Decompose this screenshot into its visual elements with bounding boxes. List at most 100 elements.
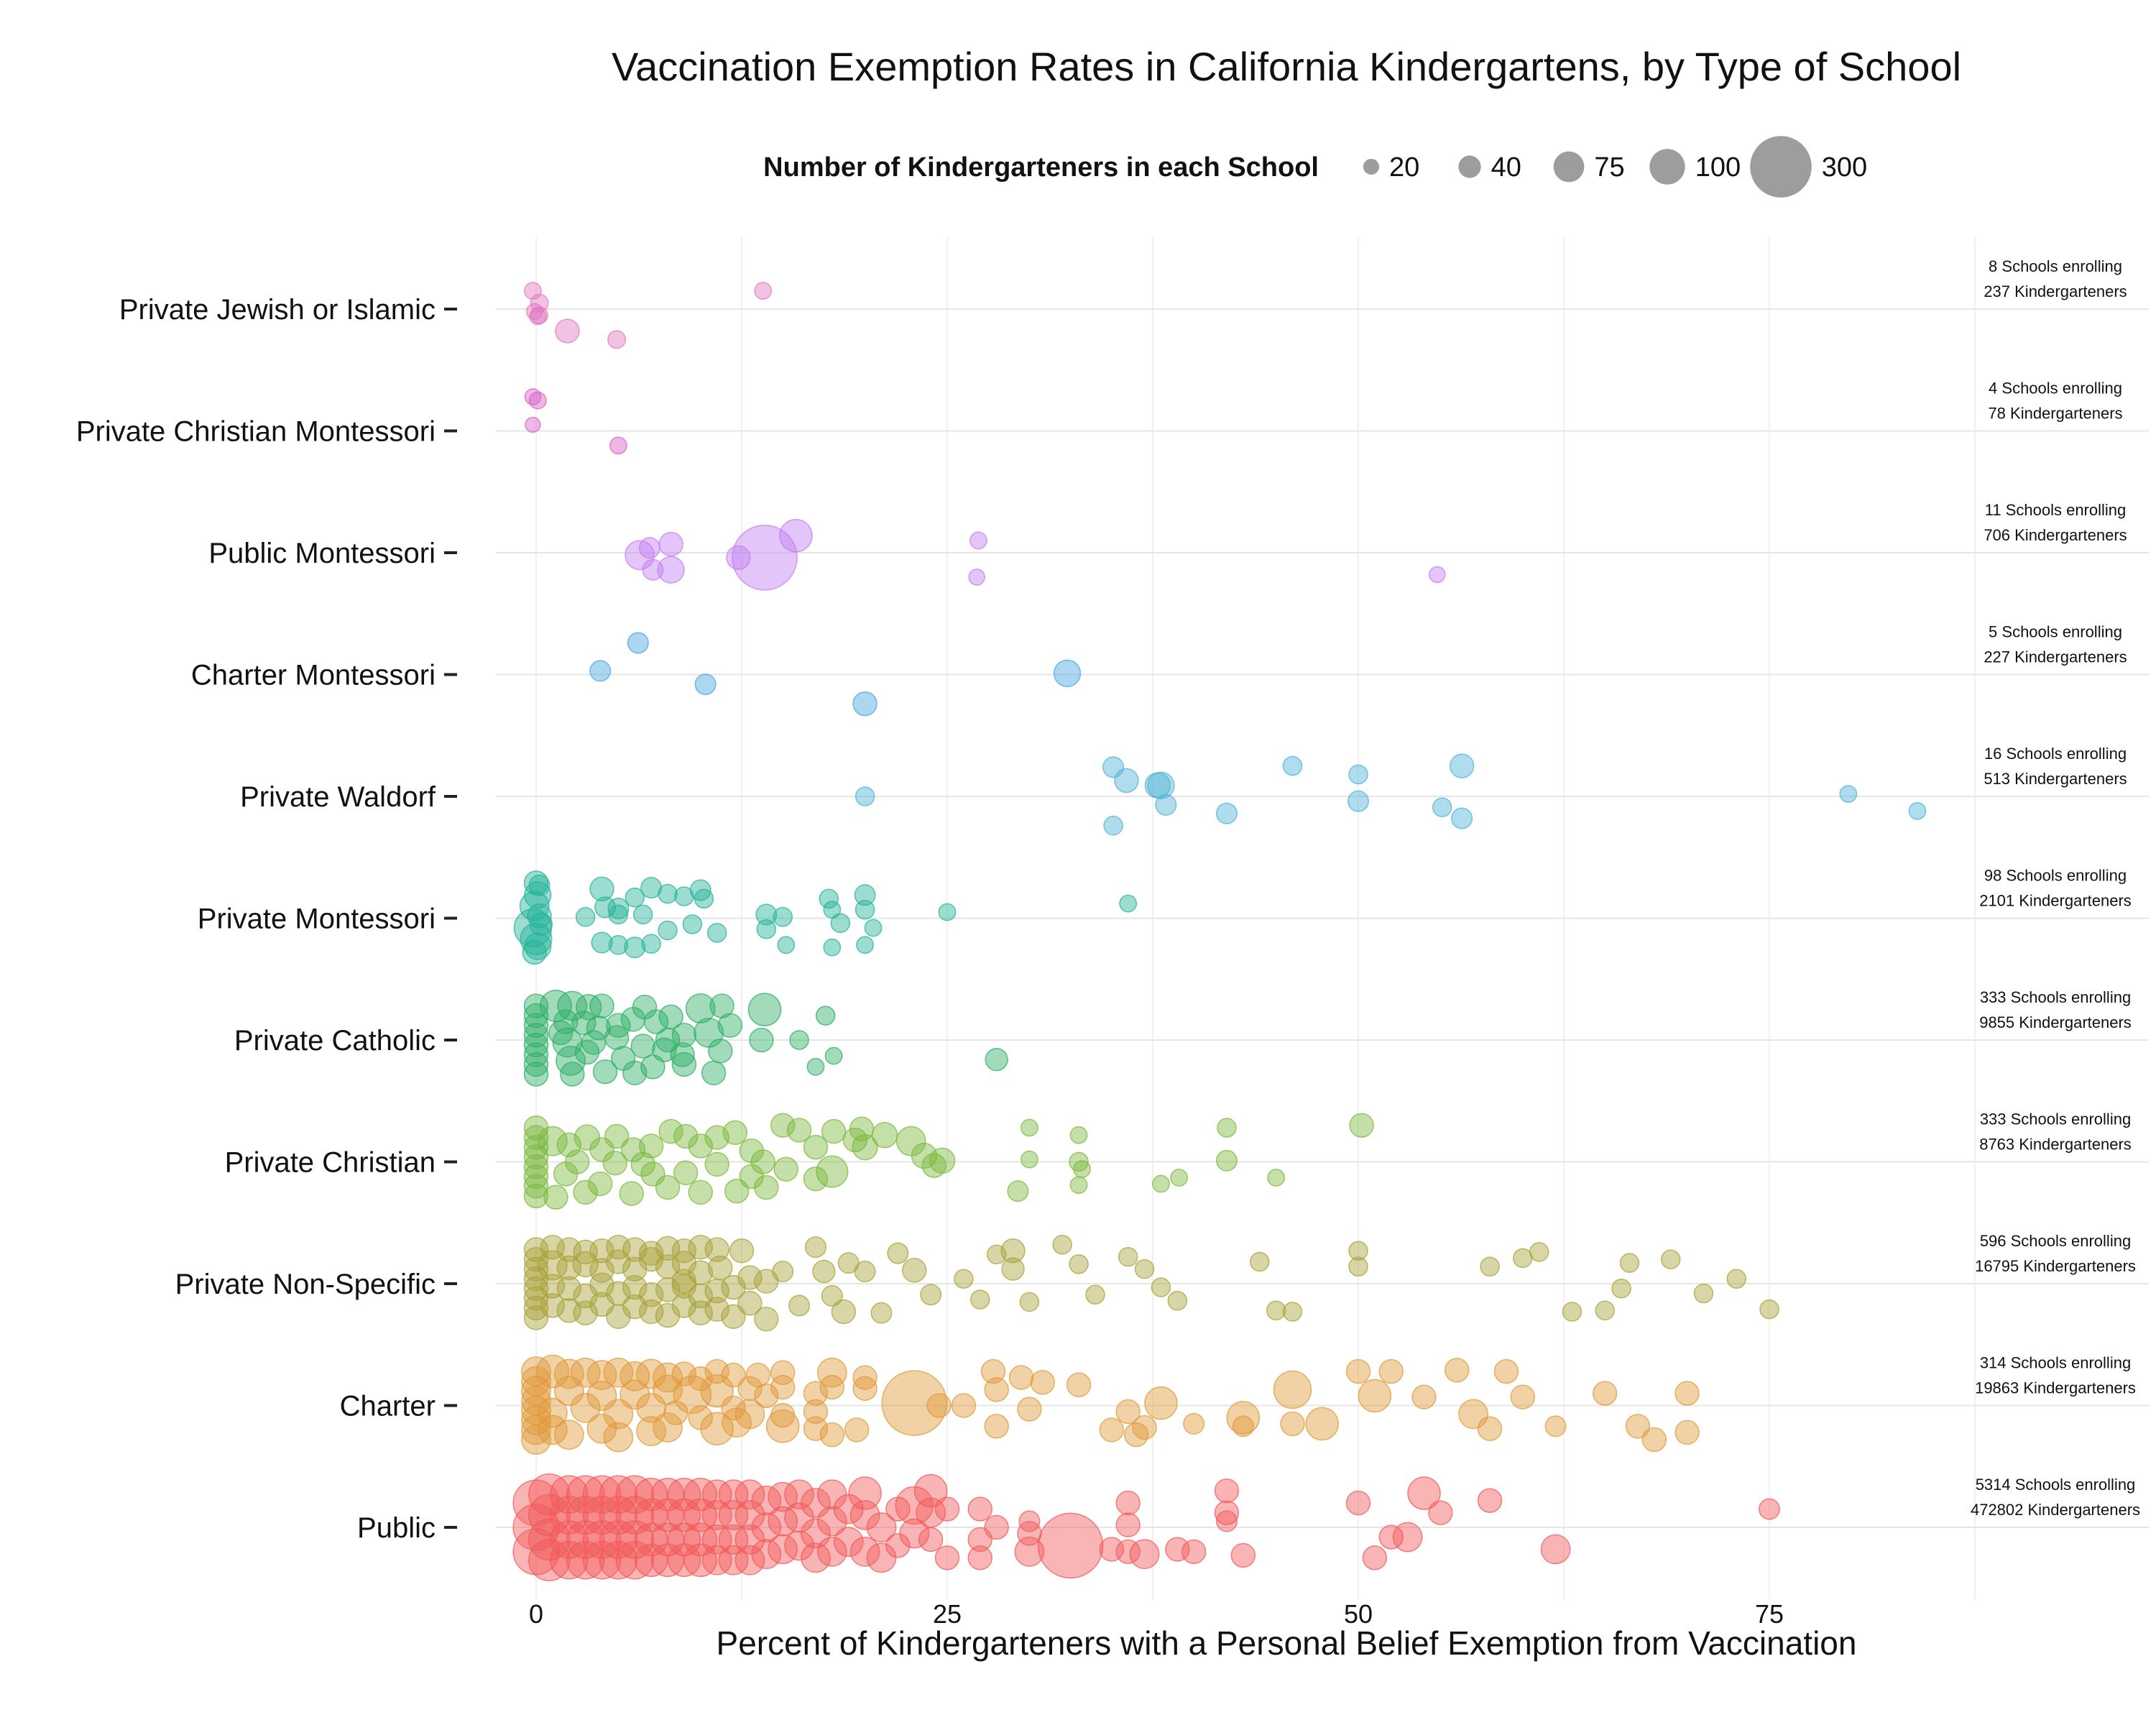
data-point <box>918 1527 944 1552</box>
data-point <box>1021 1150 1038 1169</box>
data-point <box>1273 1370 1312 1409</box>
x-axis: 0 25 50 75 <box>529 1599 1784 1629</box>
data-point <box>560 1062 585 1087</box>
data-point <box>655 1027 681 1053</box>
data-point <box>756 919 777 939</box>
data-point <box>1407 1476 1441 1510</box>
data-point <box>848 1476 882 1510</box>
data-point <box>607 897 630 919</box>
data-point <box>1544 1415 1567 1438</box>
data-point <box>970 1289 990 1310</box>
data-point <box>523 1042 549 1067</box>
data-point <box>969 531 987 550</box>
data-point <box>803 1167 829 1192</box>
x-axis-label: Percent of Kindergarteners with a Person… <box>717 1624 1857 1662</box>
data-point <box>1513 1248 1533 1269</box>
data-point <box>980 1358 1006 1384</box>
data-point <box>575 907 596 927</box>
data-point <box>737 1290 763 1316</box>
annotation-kindergarteners: 9855 Kindergarteners <box>1979 1013 2132 1031</box>
data-point <box>1839 785 1858 803</box>
data-point <box>1030 1370 1055 1395</box>
data-point <box>1348 1241 1368 1261</box>
data-point <box>528 874 550 896</box>
data-point <box>1001 1257 1025 1281</box>
data-point <box>751 1512 782 1542</box>
data-point <box>984 1377 1009 1402</box>
data-point <box>582 1520 622 1559</box>
data-point <box>803 1416 829 1441</box>
data-point <box>671 1023 697 1048</box>
data-point <box>700 1412 734 1445</box>
chart-title: Vaccination Exemption Rates in Californi… <box>612 44 1961 89</box>
data-point <box>671 1269 697 1294</box>
data-point <box>556 1255 581 1281</box>
data-point <box>523 1276 549 1301</box>
data-point <box>540 1234 566 1260</box>
annotation-kindergarteners: 237 Kindergarteners <box>1984 282 2127 300</box>
data-point <box>606 1304 631 1329</box>
data-point <box>1529 1242 1549 1262</box>
annotation-kindergarteners: 8763 Kindergarteners <box>1979 1136 2132 1154</box>
data-point <box>1000 1238 1026 1264</box>
data-point <box>824 1046 843 1065</box>
data-point <box>1674 1381 1700 1406</box>
data-point <box>602 1151 628 1176</box>
data-point <box>620 1137 646 1162</box>
data-point <box>854 786 875 806</box>
data-point <box>967 1545 992 1570</box>
data-point <box>642 558 664 581</box>
data-point <box>1123 1422 1149 1448</box>
data-point <box>638 1299 664 1325</box>
data-point <box>1230 1542 1256 1568</box>
data-point <box>1493 1358 1519 1384</box>
data-point <box>688 1234 713 1260</box>
data-point <box>1249 1251 1270 1272</box>
data-point <box>1215 802 1238 824</box>
data-point <box>1152 1174 1170 1193</box>
annotation-kindergarteners: 227 Kindergarteners <box>1984 648 2127 666</box>
data-point <box>1611 1279 1631 1299</box>
data-point <box>773 907 793 927</box>
data-point <box>603 1422 634 1453</box>
data-point <box>913 1473 948 1508</box>
data-point <box>985 1047 1008 1072</box>
data-point <box>670 1042 695 1067</box>
annotation-kindergarteners: 706 Kindergarteners <box>1984 526 2127 544</box>
data-point <box>704 1297 729 1322</box>
series-private-non-specific <box>523 1234 1779 1332</box>
data-point <box>709 993 734 1018</box>
annotation-kindergarteners: 19863 Kindergarteners <box>1975 1379 2136 1397</box>
annotation-schools: 5314 Schools enrolling <box>1976 1476 2136 1494</box>
data-point <box>1021 1118 1038 1137</box>
data-point <box>528 1494 571 1537</box>
data-point <box>789 1030 809 1050</box>
data-point <box>512 1504 560 1551</box>
data-point <box>934 1496 960 1522</box>
data-point <box>550 1475 589 1514</box>
data-point <box>627 632 649 654</box>
data-point <box>754 1306 779 1332</box>
data-point <box>734 1479 765 1510</box>
data-point <box>770 1113 796 1138</box>
data-point <box>1129 1539 1160 1570</box>
data-point <box>1449 753 1475 778</box>
data-point <box>657 556 685 584</box>
data-point <box>573 1179 598 1205</box>
annotation-kindergarteners: 472802 Kindergarteners <box>1971 1501 2140 1519</box>
data-point <box>636 1393 667 1423</box>
data-point <box>608 904 629 925</box>
annotation-kindergarteners: 16795 Kindergarteners <box>1975 1257 2136 1275</box>
data-point <box>819 1374 845 1400</box>
data-point <box>754 1269 779 1294</box>
data-point <box>523 1295 549 1321</box>
data-point <box>1759 1498 1780 1520</box>
data-point <box>1014 1537 1045 1567</box>
data-point <box>576 994 602 1021</box>
data-point <box>523 1032 549 1057</box>
data-point <box>537 1397 568 1428</box>
legend-title: Number of Kindergarteners in each School <box>763 152 1319 183</box>
data-point <box>737 1265 763 1290</box>
y-tick-label: Private Non-Specific <box>175 1269 436 1300</box>
